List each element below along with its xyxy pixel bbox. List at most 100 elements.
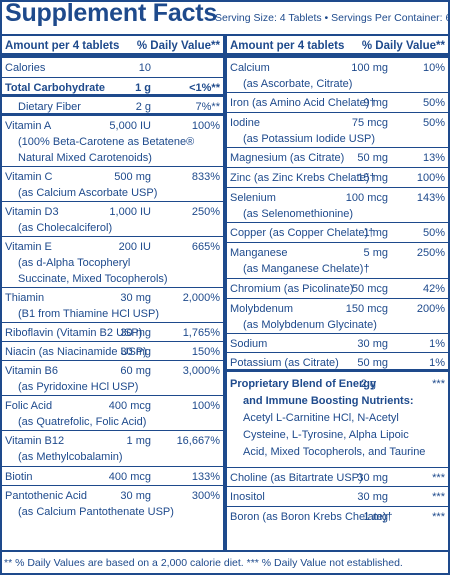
nutrient-daily-value: 200%: [416, 303, 445, 315]
nutrient-row-choline-as-bitartrate-usp: Choline (as Bitartrate USP) 30 mg ***: [227, 468, 448, 487]
nutrient-daily-value: 1%: [429, 338, 445, 350]
nutrient-name: Choline (as Bitartrate USP): [230, 472, 363, 484]
nutrient-amount: 100 mg: [351, 62, 388, 74]
nutrient-name: Vitamin A: [5, 120, 52, 132]
blend-ingredients: Acid, Mixed Tocopherols, and Taurine: [243, 446, 426, 458]
nutrient-daily-value: 1%: [429, 357, 445, 369]
nutrient-amount: 1 mg: [363, 511, 388, 523]
nutrient-form: Natural Mixed Carotenoids): [18, 152, 152, 164]
nutrient-row-thiamin: Thiamin 30 mg 2,000% (B1 from Thiamine HCl …: [2, 288, 223, 323]
nutrient-amount: 150 mcg: [345, 303, 388, 315]
nutrient-name: Thiamin: [5, 292, 45, 304]
nutrient-name: Potassium (as Citrate): [230, 357, 339, 369]
nutrient-amount: 10: [138, 62, 151, 74]
nutrient-form: (B1 from Thiamine HCl USP): [18, 308, 159, 320]
nutrient-daily-value: 42%: [422, 283, 445, 295]
nutrient-daily-value: 150%: [191, 346, 220, 358]
nutrient-row-potassium-as-citrate: Potassium (as Citrate) 50 mg 1%: [227, 353, 448, 372]
nutrient-name: Copper (as Copper Chelate)†: [230, 227, 375, 239]
nutrient-name: Iodine: [230, 117, 260, 129]
nutrient-row-selenium: Selenium 100 mcg 143% (as Selenomethionine): [227, 188, 448, 223]
nutrient-row-copper-as-copper-chelate: Copper (as Copper Chelate)† 1 mg 50%: [227, 223, 448, 243]
nutrient-daily-value: 50%: [422, 227, 445, 239]
nutrient-form: (as Ascorbate, Citrate): [243, 78, 353, 90]
nutrient-name: Vitamin E: [5, 241, 52, 253]
nutrient-row-vitamin-c: Vitamin C 500 mg 833% (as Calcium Ascorbate…: [2, 167, 223, 202]
nutrient-row-boron-as-boron-krebs-chelate: Boron (as Boron Krebs Chelate)† 1 mg ***: [227, 507, 448, 527]
nutrient-amount: 400 mcg: [108, 471, 151, 483]
nutrient-row-magnesium-as-citrate: Magnesium (as Citrate) 50 mg 13%: [227, 148, 448, 168]
amount-heading: Amount per 4 tablets: [230, 40, 345, 52]
nutrient-row-vitamin-b6: Vitamin B6 60 mg 3,000% (as Pyridoxine HCl …: [2, 361, 223, 396]
nutrient-amount: 2 g: [135, 101, 151, 113]
nutrient-name: Manganese: [230, 247, 288, 259]
nutrient-amount: 9 mg: [363, 97, 388, 109]
nutrient-amount: 30 mg: [120, 346, 151, 358]
nutrient-form: (as Calcium Ascorbate USP): [18, 187, 158, 199]
nutrient-form: (as Cholecalciferol): [18, 222, 113, 234]
nutrient-row-folic-acid: Folic Acid 400 mcg 100% (as Quatrefolic, Fo…: [2, 396, 223, 431]
nutrient-daily-value: 10%: [422, 62, 445, 74]
nutrient-name: Vitamin C: [5, 171, 53, 183]
nutrient-daily-value: 133%: [191, 471, 220, 483]
nutrient-row-riboflavin-vitamin-b2-usp: Riboflavin (Vitamin B2 USP) 30 mg 1,765%: [2, 323, 223, 342]
nutrient-row-zinc-as-zinc-krebs-chelate: Zinc (as Zinc Krebs Chelate)† 15 mg 100%: [227, 168, 448, 188]
blend-daily-value: ***: [432, 378, 445, 390]
nutrient-name: Zinc (as Zinc Krebs Chelate)†: [230, 172, 376, 184]
nutrient-row-vitamin-d3: Vitamin D3 1,000 IU 250% (as Cholecalcifero…: [2, 202, 223, 237]
nutrient-daily-value: 100%: [191, 400, 220, 412]
nutrient-daily-value: 2,000%: [182, 292, 220, 304]
nutrient-daily-value: 833%: [191, 171, 220, 183]
nutrient-name: Vitamin B12: [5, 435, 65, 447]
nutrient-amount: 60 mg: [120, 365, 151, 377]
blend-name-continued: and Immune Boosting Nutrients:: [243, 395, 414, 407]
daily-value-heading: % Daily Value**: [136, 40, 220, 52]
nutrient-name: Iron (as Amino Acid Chelate)†: [230, 97, 376, 109]
nutrient-amount: 100 mcg: [345, 192, 388, 204]
nutrient-name: Magnesium (as Citrate): [230, 152, 345, 164]
nutrient-daily-value: ***: [432, 472, 445, 484]
nutrient-amount: 5,000 IU: [109, 120, 151, 132]
nutrient-name: Niacin (as Niacinamide USP): [5, 346, 147, 358]
nutrient-form: (as d-Alpha Tocopheryl: [18, 257, 131, 269]
footnote: ** % Daily Values are based on a 2,000 c…: [4, 557, 403, 569]
nutrient-name: Pantothenic Acid: [5, 490, 87, 502]
nutrient-daily-value: ***: [432, 511, 445, 523]
serving-info: Serving Size: 4 Tablets • Servings Per C…: [215, 12, 450, 24]
nutrient-row-molybdenum: Molybdenum 150 mcg 200% (as Molybdenum Glyc…: [227, 299, 448, 334]
nutrient-daily-value: 250%: [191, 206, 220, 218]
nutrient-form: (as Manganese Chelate)†: [243, 263, 370, 275]
nutrient-row-sodium: Sodium 30 mg 1%: [227, 334, 448, 353]
nutrient-amount: 1 mg: [363, 227, 388, 239]
nutrient-row-dietary-fiber: Dietary Fiber 2 g 7%**: [2, 97, 223, 116]
blend-name: Proprietary Blend of Energy: [230, 378, 377, 390]
nutrient-form: Succinate, Mixed Tocopherols): [18, 273, 168, 285]
nutrient-name: Calories: [5, 62, 46, 74]
nutrient-name: Biotin: [5, 471, 33, 483]
nutrient-name: Chromium (as Picolinate): [230, 283, 354, 295]
nutrient-amount: 1 g: [135, 82, 151, 94]
nutrient-row-total-carbohydrate: Total Carbohydrate 1 g <1%**: [2, 78, 223, 97]
nutrient-row-calories: Calories 10: [2, 58, 223, 78]
panel-title: Supplement Facts: [5, 0, 218, 27]
nutrient-form: (as Quatrefolic, Folic Acid): [18, 416, 147, 428]
nutrient-daily-value: 143%: [416, 192, 445, 204]
nutrient-name: Vitamin D3: [5, 206, 59, 218]
proprietary-blend: Proprietary Blend of Energy and Immune Bo…: [227, 372, 448, 468]
nutrient-name: Total Carbohydrate: [5, 82, 106, 94]
nutrient-row-vitamin-e: Vitamin E 200 IU 665% (as d-Alpha Tocophery…: [2, 237, 223, 288]
nutrient-amount: 400 mcg: [108, 400, 151, 412]
nutrient-name: Folic Acid: [5, 400, 53, 412]
nutrient-name: Calcium: [230, 62, 270, 74]
nutrient-amount: 200 IU: [118, 241, 151, 253]
nutrient-row-niacin-as-niacinamide-usp: Niacin (as Niacinamide USP) 30 mg 150%: [2, 342, 223, 361]
nutrient-daily-value: <1%**: [189, 82, 220, 94]
nutrient-amount: 30 mg: [357, 472, 388, 484]
nutrient-form: (as Potassium Iodide USP): [243, 133, 376, 145]
blend-amount: 2 g: [360, 378, 376, 390]
nutrient-row-iodine: Iodine 75 mcg 50% (as Potassium Iodide USP): [227, 113, 448, 148]
blend-ingredients: Cysteine, L-Tyrosine, Alpha Lipoic: [243, 429, 409, 441]
nutrient-name: Sodium: [230, 338, 268, 350]
nutrient-daily-value: 50%: [422, 117, 445, 129]
